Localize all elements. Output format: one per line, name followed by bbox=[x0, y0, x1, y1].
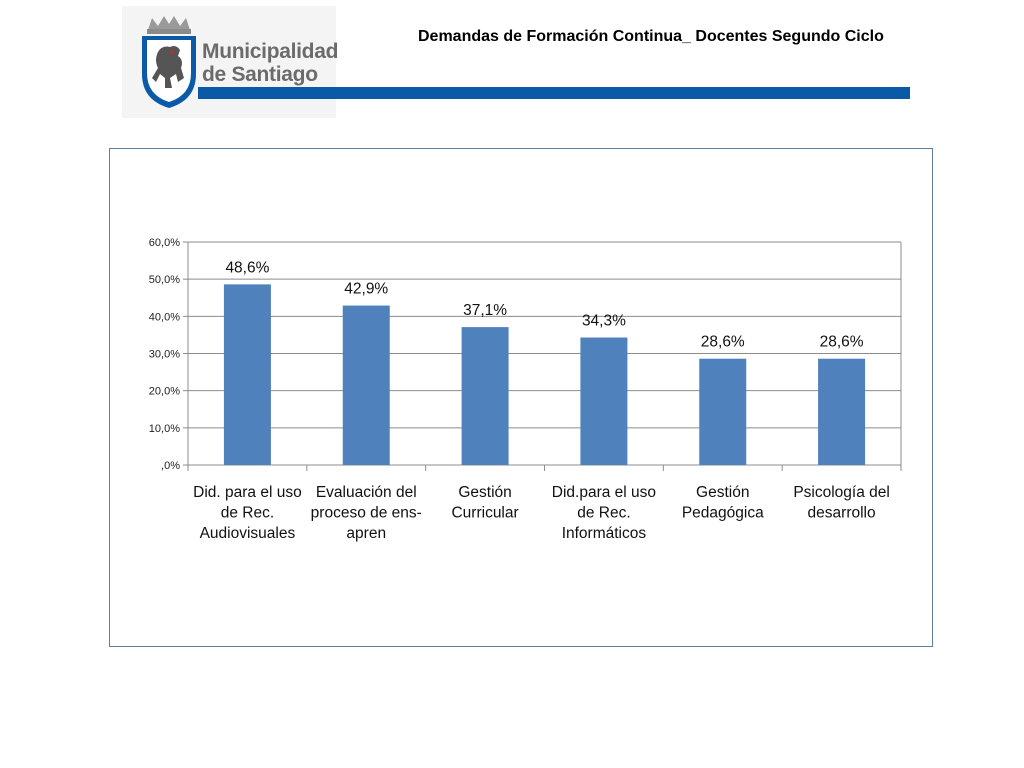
y-tick-label: 30,0% bbox=[149, 349, 180, 361]
category-label-line: Gestión bbox=[696, 484, 749, 501]
category-label: Gestión Curricular bbox=[451, 484, 518, 522]
category-label: Gestión Pedagógica bbox=[682, 484, 764, 522]
chart-frame: ,0% 10,0% 20,0% 30,0% 40,0% 50,0% 60,0% 48,6% Di… bbox=[109, 148, 933, 647]
logo-line-1: Municipalidad bbox=[202, 40, 339, 63]
data-label: 28,6% bbox=[820, 334, 864, 351]
page-title: Demandas de Formación Continua_ Docentes… bbox=[418, 28, 884, 45]
category-label-line: Pedagógica bbox=[682, 505, 764, 522]
data-label: 34,3% bbox=[582, 313, 626, 330]
coat-of-arms-icon bbox=[142, 16, 196, 108]
category-label-line: Informáticos bbox=[562, 525, 647, 542]
category-label-line: Curricular bbox=[451, 505, 518, 522]
municipalidad-logo: Municipalidad de Santiago bbox=[122, 6, 338, 118]
y-tick-label: 60,0% bbox=[149, 237, 180, 249]
category-label: Did. para el uso de Rec. Audiovisuales bbox=[193, 484, 302, 542]
data-label: 37,1% bbox=[463, 302, 507, 319]
category-label-line: Psicología del bbox=[793, 484, 890, 501]
bar bbox=[223, 284, 271, 465]
category-label-line: proceso de ens- bbox=[311, 505, 422, 522]
category-label-line: Did.para el uso bbox=[552, 484, 656, 501]
y-tick-label: 10,0% bbox=[149, 423, 180, 435]
logo-wordmark: Municipalidad de Santiago bbox=[202, 40, 338, 86]
bar bbox=[818, 358, 866, 465]
category-label: Psicología del desarrollo bbox=[793, 484, 890, 522]
category-label-line: desarrollo bbox=[808, 505, 876, 522]
category-label: Evaluación del proceso de ens-apren bbox=[311, 484, 422, 542]
y-tick-label: ,0% bbox=[161, 460, 180, 472]
bar bbox=[461, 327, 509, 465]
category-label-line: apren bbox=[346, 525, 386, 542]
data-label: 28,6% bbox=[701, 334, 745, 351]
category-label: Did.para el uso de Rec. Informáticos bbox=[552, 484, 656, 542]
y-tick-label: 50,0% bbox=[149, 274, 180, 286]
header-accent-bar bbox=[198, 87, 910, 99]
data-label: 42,9% bbox=[344, 281, 388, 298]
bar bbox=[580, 337, 628, 465]
category-label-line: de Rec. bbox=[221, 505, 274, 522]
logo-line-2: de Santiago bbox=[202, 63, 318, 86]
data-label: 48,6% bbox=[225, 259, 269, 276]
bar bbox=[342, 305, 390, 465]
bar-chart: ,0% 10,0% 20,0% 30,0% 40,0% 50,0% 60,0% 48,6% Di… bbox=[149, 237, 902, 542]
y-tick-label: 20,0% bbox=[149, 386, 180, 398]
category-label-line: Gestión bbox=[458, 484, 511, 501]
bar bbox=[699, 358, 747, 465]
header: Municipalidad de Santiago Demandas de Fo… bbox=[0, 0, 1024, 120]
category-label-line: Evaluación del bbox=[316, 484, 417, 501]
category-label-line: de Rec. bbox=[577, 505, 630, 522]
y-tick-label: 40,0% bbox=[149, 311, 180, 323]
category-label-line: Audiovisuales bbox=[200, 525, 296, 542]
category-label-line: Did. para el uso bbox=[193, 484, 302, 501]
